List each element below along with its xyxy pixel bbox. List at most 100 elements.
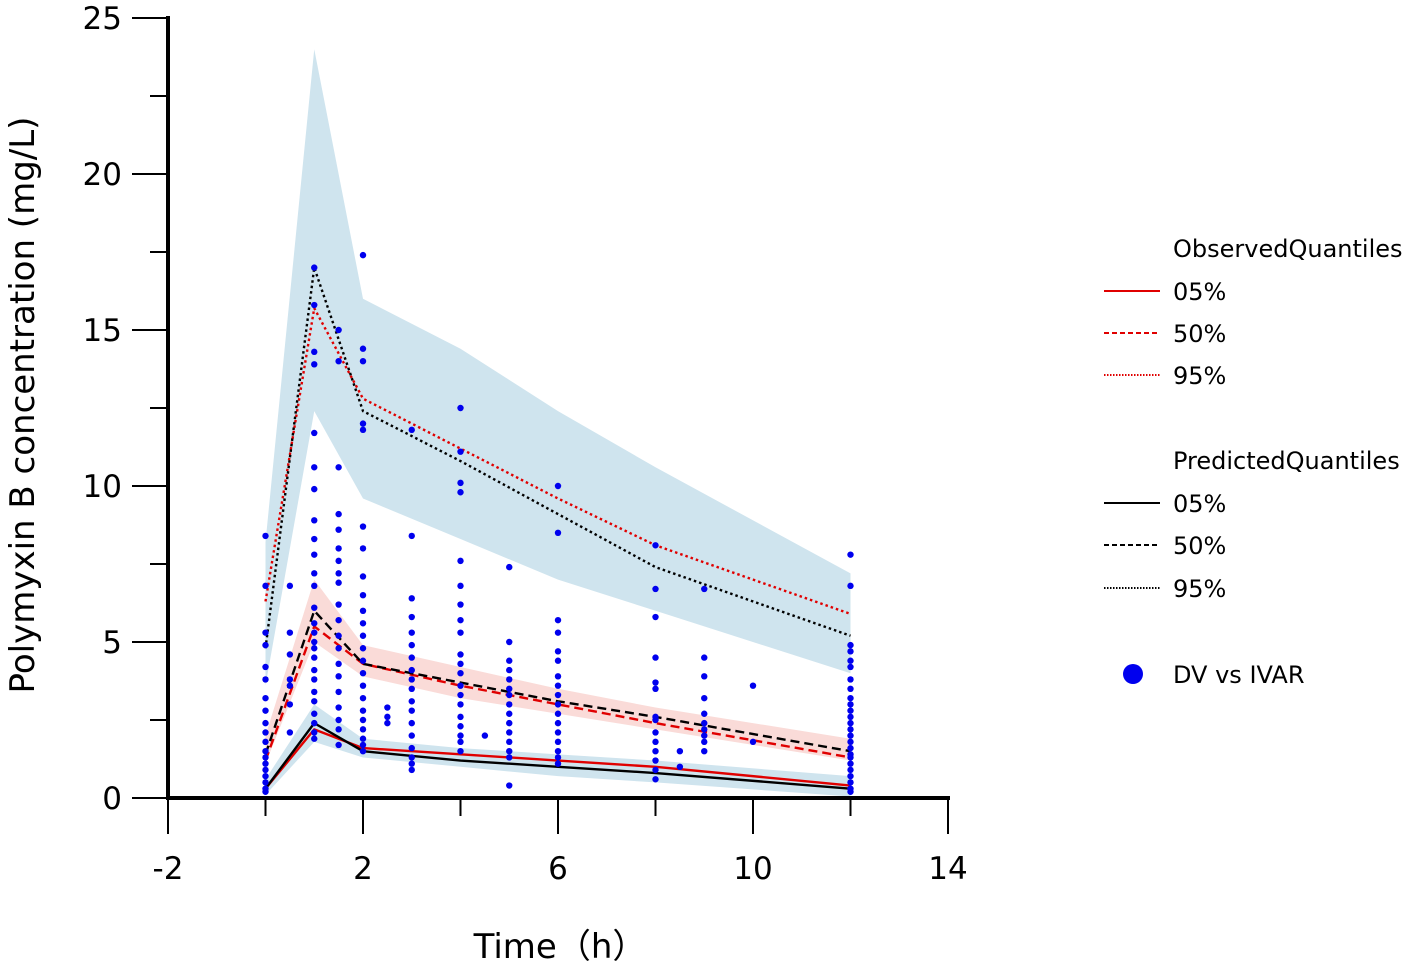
data-point xyxy=(311,710,318,717)
data-point xyxy=(408,666,415,674)
data-point xyxy=(749,738,757,746)
data-point xyxy=(701,654,708,661)
data-point xyxy=(506,738,513,746)
data-point xyxy=(652,685,659,692)
data-point xyxy=(408,766,415,774)
data-point xyxy=(311,645,318,652)
data-point xyxy=(286,629,294,636)
data-point xyxy=(262,694,269,702)
data-point xyxy=(262,719,269,727)
data-point xyxy=(652,757,659,764)
data-point xyxy=(311,570,318,577)
data-point xyxy=(701,732,708,739)
legend: ObservedQuantiles 05% 50% 95% PredictedQ… xyxy=(1104,235,1403,689)
data-point xyxy=(847,701,854,708)
data-point xyxy=(701,673,708,680)
data-point xyxy=(652,738,659,746)
data-point xyxy=(701,748,708,755)
data-point xyxy=(847,663,854,671)
data-point xyxy=(408,760,415,767)
data-point xyxy=(847,551,854,558)
data-point xyxy=(311,688,318,696)
data-point xyxy=(359,251,367,259)
data-point xyxy=(554,710,562,717)
data-point xyxy=(554,729,562,736)
data-point xyxy=(554,760,562,767)
data-point xyxy=(311,535,318,543)
data-point xyxy=(408,629,415,636)
data-point xyxy=(359,707,367,714)
data-point xyxy=(554,738,562,746)
data-point xyxy=(652,776,659,783)
data-point xyxy=(481,732,489,739)
data-point xyxy=(262,707,269,714)
data-point xyxy=(262,760,269,767)
data-point xyxy=(408,654,415,661)
data-point xyxy=(408,744,415,752)
data-point xyxy=(311,719,318,727)
data-point xyxy=(359,632,367,639)
x-tick-label: 6 xyxy=(548,851,568,887)
data-point xyxy=(506,729,513,736)
data-point xyxy=(457,489,464,496)
data-point xyxy=(311,729,318,736)
data-point xyxy=(311,551,318,558)
data-point xyxy=(335,660,342,668)
legend-observed-05-label: 05% xyxy=(1173,278,1226,306)
data-point xyxy=(262,532,269,540)
data-point xyxy=(311,654,318,661)
data-point xyxy=(359,716,367,724)
data-point xyxy=(359,735,367,742)
data-point xyxy=(335,673,342,680)
data-point xyxy=(847,685,854,692)
x-tick-label: 2 xyxy=(353,851,373,887)
data-point xyxy=(847,766,854,774)
data-point xyxy=(335,632,342,639)
data-point xyxy=(262,641,269,649)
data-point xyxy=(457,723,464,730)
data-point xyxy=(311,582,318,590)
data-point xyxy=(652,716,659,724)
data-point xyxy=(847,707,854,714)
legend-observed-50-label: 50% xyxy=(1173,320,1226,348)
data-point xyxy=(335,601,342,608)
data-point xyxy=(701,710,708,717)
data-point xyxy=(311,429,318,437)
data-point xyxy=(506,657,513,664)
data-point xyxy=(506,563,513,571)
data-point xyxy=(359,682,367,689)
data-point xyxy=(457,557,464,565)
data-point xyxy=(359,726,367,733)
data-point xyxy=(554,482,562,490)
data-point xyxy=(335,645,342,652)
y-tick-label: 15 xyxy=(83,313,122,349)
data-point xyxy=(554,529,562,536)
data-point xyxy=(554,754,562,761)
y-axis-title: Polymyxin B concentration (mg/L) xyxy=(3,117,43,694)
data-point xyxy=(457,616,464,624)
data-point xyxy=(457,601,464,608)
data-point xyxy=(847,744,854,752)
data-point xyxy=(286,651,294,658)
data-point xyxy=(262,779,269,786)
data-point xyxy=(676,748,684,755)
data-point xyxy=(506,666,513,674)
data-point xyxy=(408,732,415,739)
legend-points-label: DV vs IVAR xyxy=(1173,661,1305,689)
data-point xyxy=(554,682,562,689)
data-point xyxy=(408,532,415,540)
data-point xyxy=(335,557,342,565)
data-point xyxy=(262,629,269,636)
data-point xyxy=(262,748,269,755)
data-point xyxy=(311,348,318,356)
data-point xyxy=(359,620,367,627)
data-point xyxy=(311,361,318,368)
data-point xyxy=(384,704,391,711)
data-point xyxy=(457,629,464,636)
data-point xyxy=(286,582,294,590)
data-point xyxy=(359,645,367,652)
data-point xyxy=(457,660,464,668)
data-point xyxy=(335,326,342,334)
data-point xyxy=(457,732,464,739)
data-point xyxy=(457,670,464,677)
